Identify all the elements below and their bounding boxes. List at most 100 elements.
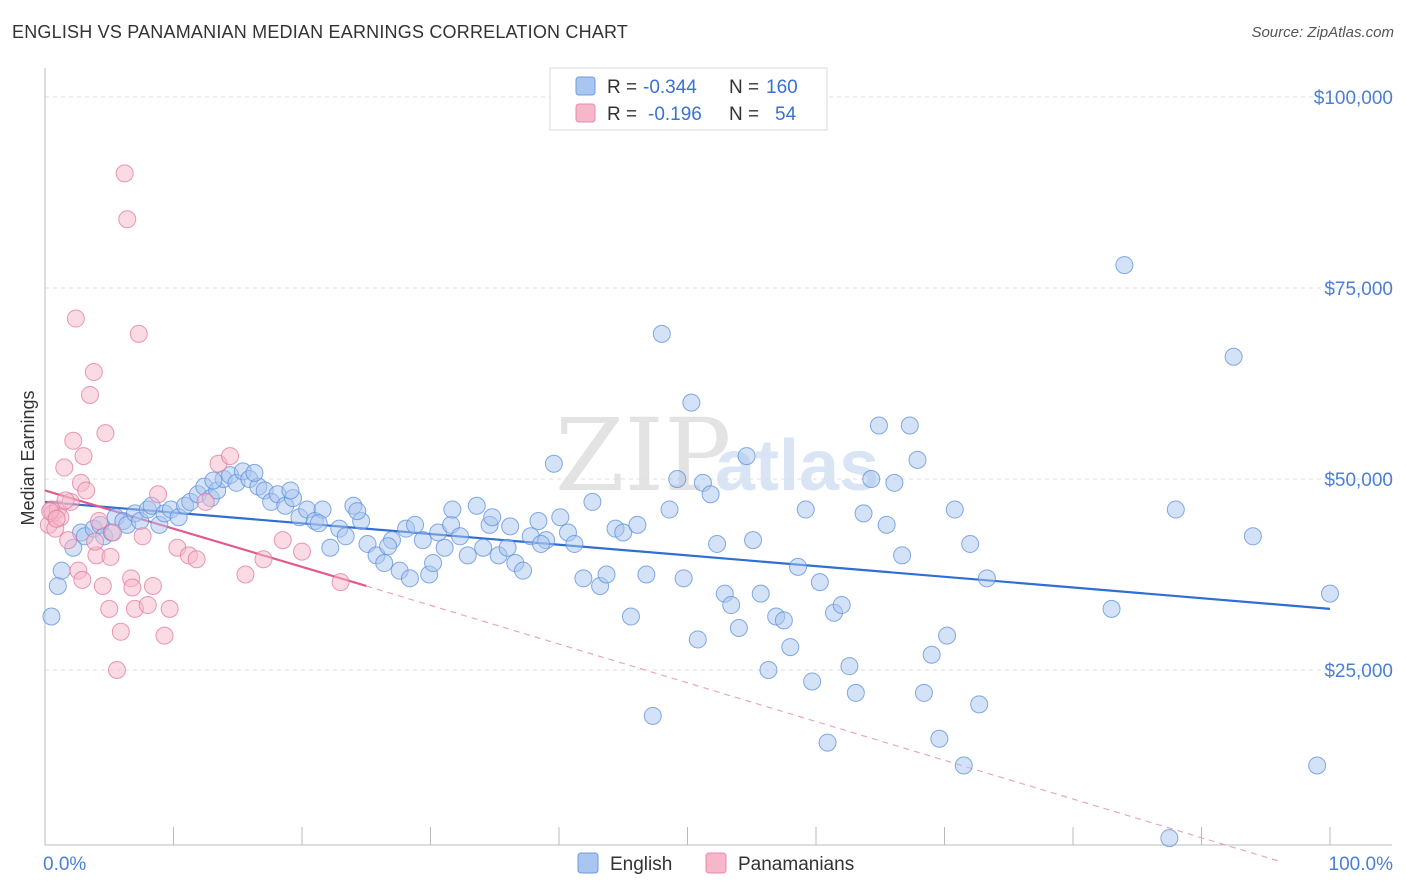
legend-n-value-panamanians: 54	[775, 104, 797, 125]
point-panamanians	[273, 531, 292, 550]
point-english	[52, 561, 71, 580]
point-panamanians	[111, 622, 130, 641]
point-english	[854, 504, 873, 523]
chart-source: Source: ZipAtlas.com	[1251, 24, 1394, 41]
point-english	[574, 569, 593, 588]
point-english	[688, 630, 707, 649]
point-panamanians	[104, 523, 123, 542]
point-panamanians	[93, 576, 112, 595]
point-panamanians	[254, 550, 273, 569]
point-panamanians	[66, 309, 85, 328]
legend-r-label-panamanians: R =	[607, 104, 637, 125]
bottom-legend-swatch-english	[577, 852, 599, 874]
point-english	[832, 596, 851, 615]
point-panamanians	[89, 512, 108, 531]
point-english	[375, 554, 394, 573]
y-tick-label: $100,000	[1314, 88, 1393, 109]
point-english	[529, 512, 548, 531]
bottom-legend-swatch-panamanians	[705, 852, 727, 874]
point-english	[451, 527, 470, 546]
point-english	[708, 534, 727, 553]
point-english	[281, 481, 300, 500]
point-english	[900, 416, 919, 435]
point-panamanians	[118, 210, 137, 229]
point-panamanians	[64, 431, 83, 450]
point-english	[1308, 756, 1327, 775]
point-english	[737, 447, 756, 466]
point-panamanians	[47, 509, 66, 528]
data-points	[39, 164, 1339, 848]
point-panamanians	[55, 458, 74, 477]
top-legend: R = -0.344 N = 160 R = -0.196 N = 54	[549, 67, 828, 131]
point-english	[945, 500, 964, 519]
point-english	[204, 471, 223, 490]
point-english	[970, 695, 989, 714]
point-english	[443, 500, 462, 519]
point-panamanians	[143, 576, 162, 595]
point-english	[885, 473, 904, 492]
point-panamanians	[80, 385, 99, 404]
point-english	[796, 500, 815, 519]
point-english	[759, 661, 778, 679]
point-panamanians	[160, 599, 179, 618]
point-english	[701, 485, 720, 504]
point-english	[42, 607, 61, 626]
point-english	[652, 324, 671, 343]
point-english	[818, 733, 837, 752]
legend-n-value-english: 160	[766, 77, 798, 98]
legend-r-value-panamanians: -0.196	[648, 104, 702, 125]
point-english	[514, 561, 533, 580]
point-english	[1224, 347, 1243, 366]
legend-r-label-english: R =	[607, 77, 637, 98]
point-panamanians	[59, 531, 78, 550]
point-panamanians	[149, 485, 168, 504]
point-english	[498, 538, 517, 557]
point-english	[614, 523, 633, 542]
point-english	[751, 584, 770, 603]
point-english	[781, 638, 800, 657]
point-english	[406, 515, 425, 534]
point-english	[744, 531, 763, 550]
trend-extension-panamanians	[366, 585, 1279, 862]
point-english	[467, 496, 486, 515]
point-english	[1160, 829, 1179, 848]
point-panamanians	[138, 596, 157, 615]
tick-labels: $25,000 $50,000 $75,000 $100,000 0.0% 100.0%	[43, 88, 1393, 875]
point-english	[1243, 527, 1262, 546]
point-english	[348, 502, 367, 521]
legend-box	[549, 67, 828, 131]
point-english	[846, 683, 865, 702]
point-panamanians	[187, 550, 206, 569]
point-english	[400, 569, 419, 588]
point-english	[668, 470, 687, 488]
point-panamanians	[129, 324, 148, 343]
point-english	[961, 534, 980, 553]
point-panamanians	[236, 565, 255, 584]
point-english	[877, 515, 896, 534]
point-english	[774, 611, 793, 630]
point-english	[501, 517, 520, 536]
bottom-legend-label-panamanians: Panamanians	[738, 854, 854, 875]
point-english	[862, 470, 881, 488]
point-english	[1102, 599, 1121, 618]
point-panamanians	[123, 578, 142, 597]
point-english	[544, 454, 563, 473]
point-panamanians	[155, 626, 174, 645]
point-english	[435, 538, 454, 557]
point-english	[309, 514, 328, 533]
point-english	[628, 515, 647, 534]
point-english	[1321, 584, 1339, 603]
point-english	[674, 569, 693, 588]
chart-title: ENGLISH VS PANAMANIAN MEDIAN EARNINGS CO…	[12, 22, 629, 42]
point-panamanians	[96, 424, 115, 443]
point-panamanians	[73, 570, 92, 589]
point-english	[424, 554, 443, 573]
point-english	[621, 607, 640, 626]
point-panamanians	[56, 491, 75, 510]
point-english	[474, 538, 493, 557]
point-english	[483, 508, 502, 527]
y-axis-label: Median Earnings	[18, 390, 38, 525]
point-english	[532, 534, 551, 553]
trend-lines	[44, 489, 1331, 862]
